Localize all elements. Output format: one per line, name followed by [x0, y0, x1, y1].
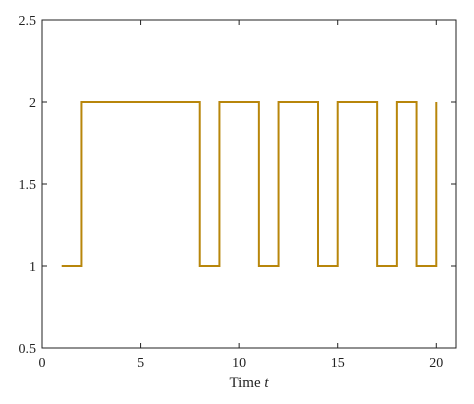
x-tick-label: 5 — [137, 356, 144, 371]
y-tick-label: 1 — [29, 260, 36, 275]
x-tick-label: 20 — [429, 356, 443, 371]
ticks-layer: 0 5 10 15 20 0.5 1 1.5 2 2.5 — [19, 14, 456, 371]
plot-frame — [41, 19, 457, 349]
x-tick-label: 10 — [232, 356, 246, 371]
y-tick-label: 2 — [29, 96, 36, 111]
x-tick-label: 0 — [39, 356, 46, 371]
y-tick-label: 0.5 — [19, 342, 37, 357]
x-axis-title: Time t — [229, 375, 269, 391]
x-tick-label: 15 — [331, 356, 345, 371]
x-axis-title-variable: t — [264, 375, 269, 391]
x-axis-title-text: Time — [229, 375, 264, 391]
y-tick-label: 1.5 — [19, 178, 37, 193]
series-line-0 — [61, 101, 438, 267]
y-tick-label: 2.5 — [19, 14, 37, 29]
series-layer — [61, 101, 438, 267]
